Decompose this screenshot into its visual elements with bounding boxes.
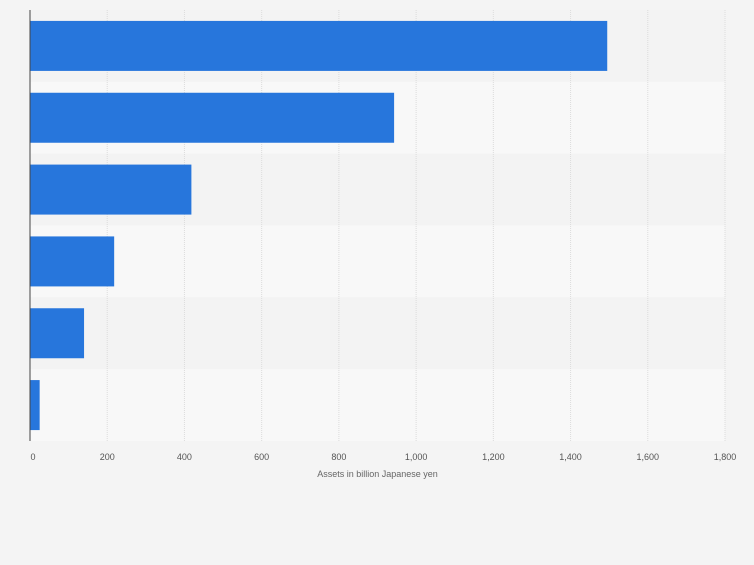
x-tick-label: 0 — [30, 452, 35, 462]
x-axis-label: Assets in billion Japanese yen — [317, 469, 438, 479]
bar — [30, 236, 115, 287]
x-tick-label: 1,000 — [405, 452, 428, 462]
bar — [30, 92, 395, 143]
bar — [30, 20, 608, 71]
bar — [30, 308, 85, 359]
row-band — [30, 297, 725, 370]
bar — [30, 164, 192, 215]
x-tick-label: 200 — [100, 452, 115, 462]
x-tick-label: 1,800 — [714, 452, 737, 462]
x-tick-label: 600 — [254, 452, 269, 462]
x-tick-label: 800 — [331, 452, 346, 462]
x-axis-ticks: 0 200 400 600 800 1,000 1,200 1,400 1,600 1,800 — [30, 452, 736, 462]
row-bands — [30, 10, 725, 441]
x-tick-label: 400 — [177, 452, 192, 462]
row-band — [30, 225, 725, 298]
x-tick-label: 1,400 — [559, 452, 582, 462]
bars — [30, 20, 608, 431]
x-tick-label: 1,600 — [637, 452, 660, 462]
row-band — [30, 369, 725, 441]
x-tick-label: 1,200 — [482, 452, 505, 462]
bar — [30, 380, 40, 431]
